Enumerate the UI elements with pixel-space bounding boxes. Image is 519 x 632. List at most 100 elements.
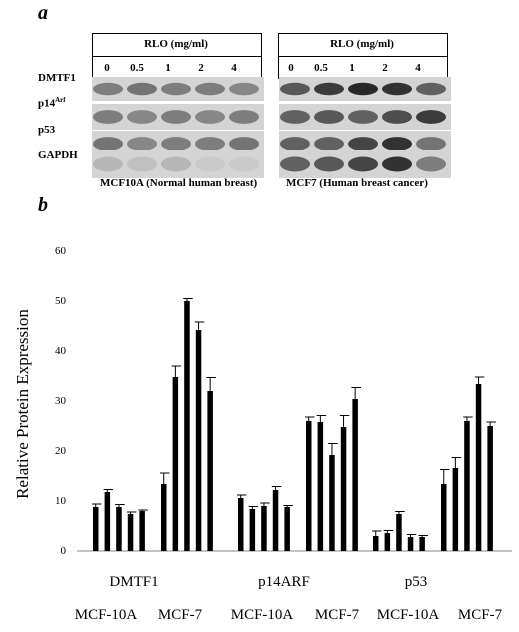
right-conc-label: 0 <box>288 62 294 74</box>
right-conc-label: 1 <box>349 62 355 74</box>
left-conc-label: 2 <box>198 62 204 74</box>
left-blot-band <box>127 82 157 96</box>
left-blot-band <box>195 82 225 96</box>
left-blot-band <box>93 156 123 172</box>
left-blot-band <box>161 156 191 172</box>
bar-p14arf-mcf-10a <box>261 506 267 551</box>
left-conc-label: 0.5 <box>130 62 144 74</box>
right-blot-band <box>314 110 344 124</box>
right-conc-label: 4 <box>415 62 421 74</box>
x-cell-label: MCF-10A <box>231 607 294 623</box>
left-conc-label: 0 <box>104 62 110 74</box>
bar-p14arf-mcf-7 <box>329 455 335 551</box>
bar-dmtf1-mcf-7 <box>195 330 202 551</box>
right-blot-band <box>348 156 378 172</box>
bar-p14arf-mcf-10a <box>238 498 244 551</box>
x-group-label: DMTF1 <box>109 574 158 590</box>
bar-p53-mcf-10a <box>407 537 414 551</box>
bar-p14arf-mcf-7 <box>340 427 347 551</box>
y-axis-label: Relative Protein Expression <box>13 309 32 499</box>
y-tick-label: 20 <box>55 445 67 457</box>
right-blot-band <box>416 156 446 172</box>
right-rlo-divider <box>278 56 448 57</box>
bar-p53-mcf-7 <box>487 426 493 551</box>
right-blot-band <box>416 82 446 96</box>
right-blot-band <box>348 110 378 124</box>
bar-p53-mcf-10a <box>373 536 379 551</box>
right-conc-label: 2 <box>382 62 388 74</box>
right-blot-band <box>382 156 412 172</box>
bar-dmtf1-mcf-7 <box>172 377 179 551</box>
x-cell-label: MCF-7 <box>158 607 203 623</box>
y-tick-label: 30 <box>55 395 67 407</box>
right-blot-band <box>416 137 446 151</box>
right-blot-band <box>382 110 412 124</box>
y-tick-label: 10 <box>55 495 67 507</box>
left-blot-band <box>195 137 225 151</box>
right-blot-band <box>280 137 310 151</box>
bar-p14arf-mcf-10a <box>272 490 279 551</box>
row-label-p14-text: p14 <box>38 97 56 110</box>
right-blot-band <box>280 110 310 124</box>
left-blot-band <box>195 110 225 124</box>
left-blot-band <box>229 110 259 124</box>
caption-mcf10a: MCF10A (Normal human breast) <box>100 177 258 189</box>
bar-p53-mcf-10a <box>384 533 391 551</box>
left-rlo-divider <box>92 56 262 57</box>
left-conc-label: 4 <box>231 62 237 74</box>
left-blot-band <box>161 110 191 124</box>
x-group-label: p53 <box>405 574 428 590</box>
right-blot-band <box>416 110 446 124</box>
left-blot-band <box>127 137 157 151</box>
right-blot-band <box>280 156 310 172</box>
right-blot-band <box>314 82 344 96</box>
bar-dmtf1-mcf-7 <box>161 484 167 551</box>
bar-dmtf1-mcf-10a <box>116 507 122 551</box>
left-blot-band <box>127 156 157 172</box>
x-cell-label: MCF-7 <box>458 607 503 623</box>
right-blot-band <box>348 137 378 151</box>
bar-p53-mcf-7 <box>464 421 470 551</box>
bar-p53-mcf-10a <box>396 514 402 551</box>
panel-b-label: b <box>38 194 48 216</box>
left-rlo-title: RLO (mg/ml) <box>144 38 208 50</box>
row-label-p53: p53 <box>38 124 56 136</box>
x-cell-label: MCF-7 <box>315 607 360 623</box>
bar-p53-mcf-7 <box>475 384 482 551</box>
row-label-p14-superscript: Arf <box>55 96 66 104</box>
bar-p53-mcf-7 <box>441 484 447 551</box>
caption-mcf7: MCF7 (Human breast cancer) <box>286 177 428 189</box>
left-blot-band <box>93 110 123 124</box>
left-blot-band <box>127 110 157 124</box>
bar-dmtf1-mcf-10a <box>104 492 111 551</box>
x-cell-label: MCF-10A <box>75 607 138 623</box>
bar-dmtf1-mcf-10a <box>93 507 99 551</box>
bar-dmtf1-mcf-10a <box>127 514 134 551</box>
panel-a-label: a <box>38 2 48 24</box>
right-blot-band <box>382 82 412 96</box>
bar-p14arf-mcf-7 <box>317 422 324 551</box>
left-blot-band <box>161 137 191 151</box>
y-tick-label: 50 <box>55 295 67 307</box>
bar-p53-mcf-10a <box>419 537 425 551</box>
row-label-dmtf1: DMTF1 <box>38 72 76 84</box>
y-tick-label: 60 <box>55 245 67 257</box>
row-label-gapdh: GAPDH <box>38 149 78 161</box>
right-blot-band <box>348 82 378 96</box>
bar-dmtf1-mcf-10a <box>139 511 145 551</box>
bar-p14arf-mcf-10a <box>249 509 256 551</box>
left-blot-band <box>229 82 259 96</box>
right-rlo-title: RLO (mg/ml) <box>330 38 394 50</box>
row-label-p14arf: p14Arf <box>38 96 66 110</box>
left-blot-band <box>195 156 225 172</box>
bar-dmtf1-mcf-7 <box>207 391 213 551</box>
bar-p14arf-mcf-7 <box>306 421 312 551</box>
y-tick-label: 40 <box>55 345 67 357</box>
x-cell-label: MCF-10A <box>377 607 440 623</box>
right-blot-band <box>314 156 344 172</box>
bar-dmtf1-mcf-7 <box>184 301 190 551</box>
left-blot-band <box>229 137 259 151</box>
left-blot-band <box>93 137 123 151</box>
left-blot-band <box>161 82 191 96</box>
